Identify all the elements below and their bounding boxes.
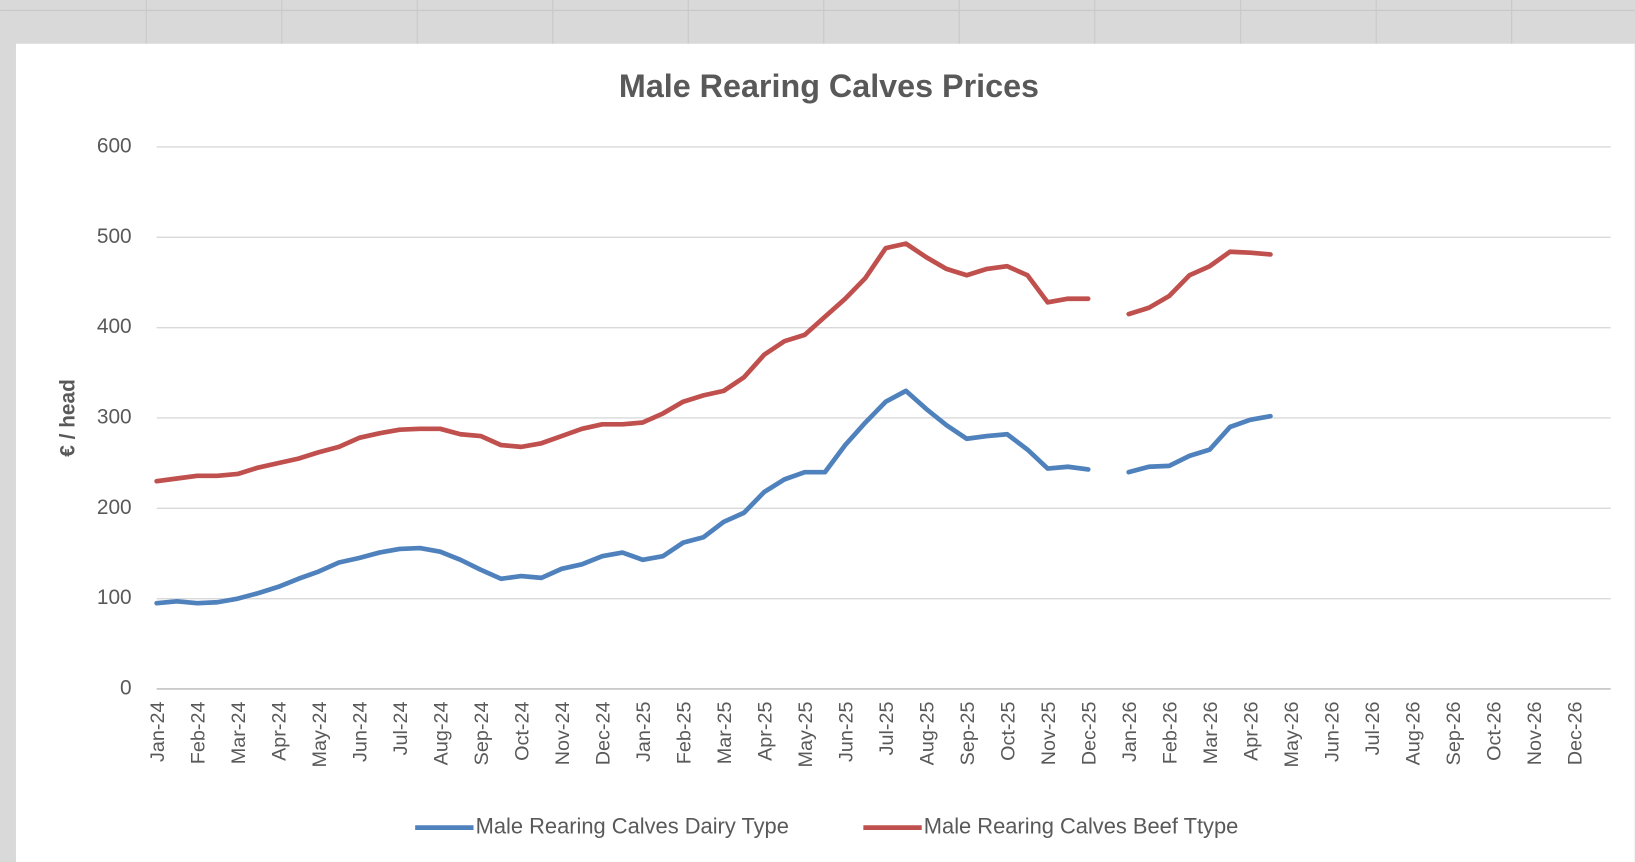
y-axis-label: € / head: [57, 379, 80, 457]
x-tick-label: Mar-25: [714, 701, 736, 764]
x-tick-label: Jul-24: [390, 701, 412, 755]
x-tick-label: Jun-24: [349, 701, 371, 762]
x-tick-label: May-25: [795, 701, 817, 767]
legend-label: Male Rearing Calves Beef Ttype: [924, 813, 1239, 838]
x-tick-label: Jun-25: [835, 701, 857, 762]
x-tick-label: Feb-26: [1160, 701, 1182, 764]
x-tick-label: Jul-26: [1362, 701, 1384, 755]
series-line: [154, 241, 1273, 484]
x-tick-label: Feb-24: [187, 701, 209, 764]
x-tick-label: Nov-24: [552, 701, 574, 765]
y-tick-label: 300: [97, 405, 132, 428]
x-tick-label: Sep-25: [957, 701, 979, 765]
x-tick-label: Dec-24: [592, 701, 614, 765]
y-tick-label: 100: [97, 586, 132, 609]
x-tick-label: Jan-25: [633, 701, 655, 762]
x-tick-label: Dec-25: [1079, 701, 1101, 765]
x-tick-label: Nov-25: [1038, 701, 1060, 765]
x-tick-label: Aug-26: [1403, 701, 1425, 765]
x-tick-label: Feb-25: [673, 701, 695, 764]
chart-area: [15, 43, 1635, 862]
x-tick-label: Apr-26: [1241, 701, 1263, 760]
sheet-grid: [0, 0, 1635, 44]
x-tick-label: Oct-24: [511, 701, 533, 760]
x-tick-label: Dec-26: [1565, 701, 1587, 765]
x-tick-label: Mar-24: [228, 701, 250, 764]
x-tick-label: Sep-26: [1443, 701, 1465, 765]
x-tick-label: Jun-26: [1322, 701, 1344, 762]
x-tick-label: Oct-25: [997, 701, 1019, 760]
chart-title: Male Rearing Calves Prices: [619, 68, 1039, 104]
x-tick-label: Jan-26: [1119, 701, 1141, 762]
x-tick-label: Aug-24: [430, 701, 452, 765]
y-tick-label: 200: [97, 496, 132, 519]
x-tick-label: Mar-26: [1200, 701, 1222, 764]
y-tick-label: 500: [97, 225, 132, 248]
y-tick-label: 600: [97, 134, 132, 157]
x-tick-label: Jul-25: [876, 701, 898, 755]
x-tick-label: Apr-24: [268, 701, 290, 760]
x-tick-label: Aug-25: [916, 701, 938, 765]
x-tick-label: Jan-24: [147, 701, 169, 762]
x-tick-label: May-26: [1281, 701, 1303, 767]
x-tick-label: Oct-26: [1484, 701, 1506, 760]
legend-label: Male Rearing Calves Dairy Type: [476, 813, 789, 838]
y-tick-label: 400: [97, 315, 132, 338]
x-tick-label: Apr-25: [754, 701, 776, 760]
x-tick-label: May-24: [309, 701, 331, 767]
y-tick-label: 0: [120, 676, 132, 699]
x-tick-label: Sep-24: [471, 701, 493, 765]
series-line: [154, 388, 1273, 606]
x-tick-label: Nov-26: [1524, 701, 1546, 765]
